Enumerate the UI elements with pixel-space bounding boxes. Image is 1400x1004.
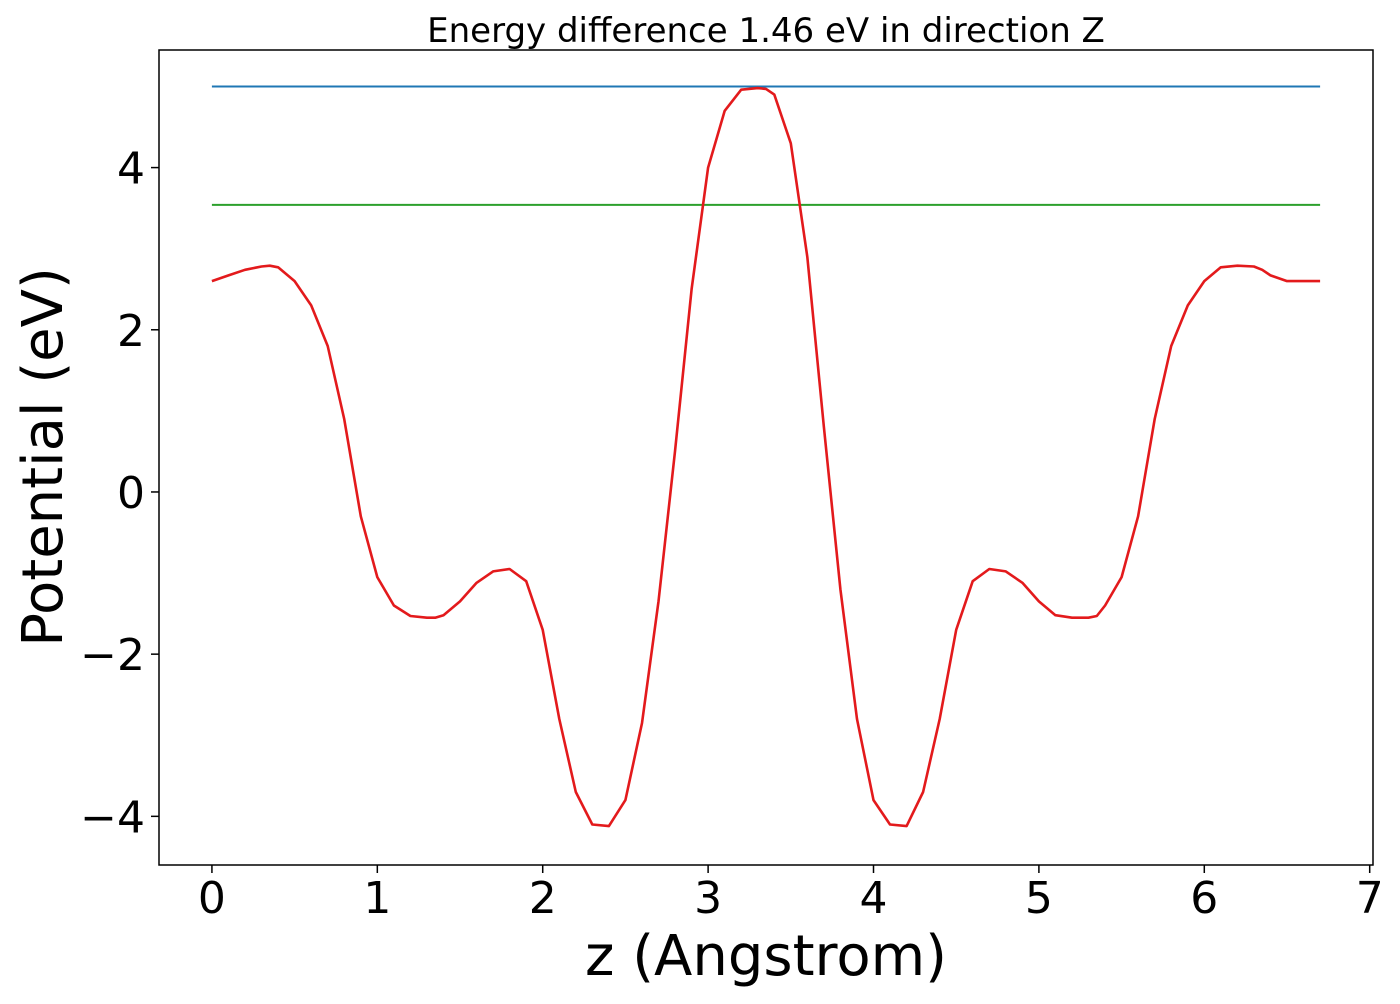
chart-title: Energy difference 1.46 eV in direction Z bbox=[427, 11, 1105, 51]
x-tick-label: 4 bbox=[860, 873, 888, 924]
y-axis-label: Potential (eV) bbox=[11, 267, 76, 647]
x-tick-label: 2 bbox=[529, 873, 557, 924]
x-tick-label: 1 bbox=[363, 873, 391, 924]
y-tick-label: −4 bbox=[80, 792, 145, 843]
x-tick-label: 5 bbox=[1025, 873, 1053, 924]
series-layer bbox=[211, 85, 1321, 828]
y-tick-label: −2 bbox=[80, 630, 145, 681]
y-tick-label: 4 bbox=[117, 144, 145, 195]
y-tick-label: 2 bbox=[117, 306, 145, 357]
x-axis-label: z (Angstrom) bbox=[585, 924, 947, 989]
series-line-2 bbox=[211, 86, 1321, 828]
x-tick-label: 3 bbox=[694, 873, 722, 924]
x-tick-label: 7 bbox=[1356, 873, 1384, 924]
x-tick-label: 0 bbox=[198, 873, 226, 924]
y-tick-label: 0 bbox=[117, 468, 145, 519]
y-axis: −4 −2 0 2 4 bbox=[80, 144, 159, 843]
x-axis: 0 1 2 3 4 5 6 7 bbox=[198, 865, 1384, 924]
plot-frame bbox=[158, 49, 1374, 866]
x-tick-label: 6 bbox=[1190, 873, 1218, 924]
